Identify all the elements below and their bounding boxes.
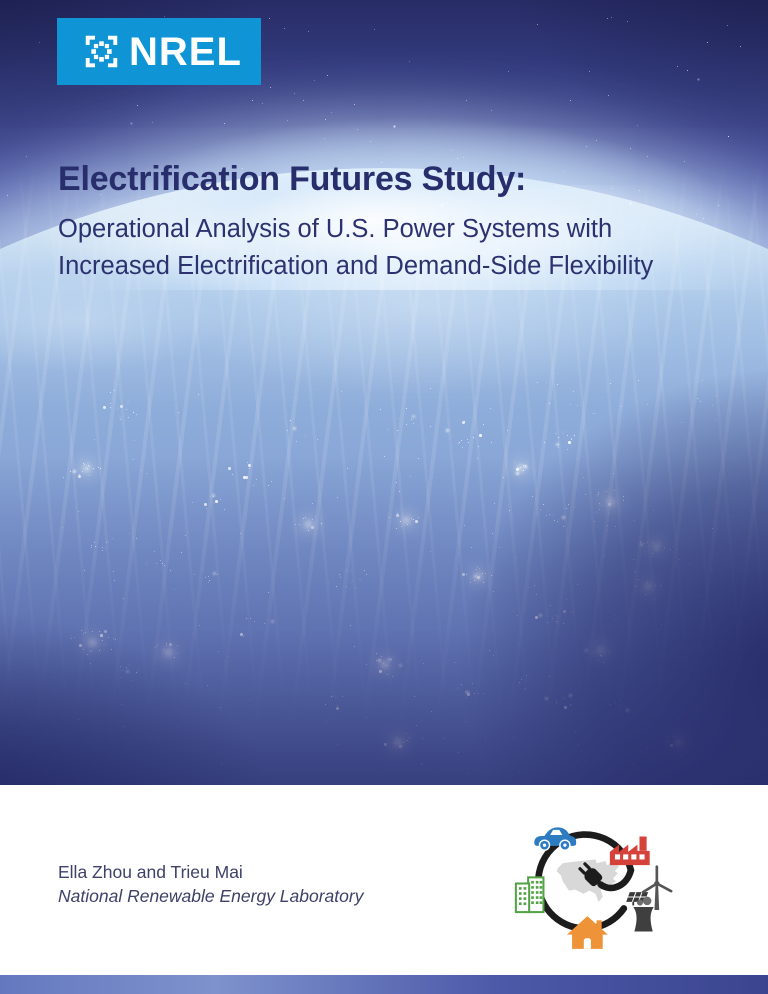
nrel-sun-icon [85, 35, 118, 68]
power-plant-icon [633, 896, 654, 932]
wind-turbine-icon [641, 865, 673, 911]
hero-image [0, 0, 768, 785]
footer-bar [0, 975, 768, 994]
title-block: Electrification Futures Study: Operation… [58, 160, 718, 285]
page-title: Electrification Futures Study: [58, 160, 527, 198]
electrification-cycle-graphic [514, 827, 673, 949]
page-subtitle: Operational Analysis of U.S. Power Syste… [58, 211, 718, 285]
house-icon [566, 916, 608, 949]
nrel-logo-text: NREL [129, 29, 242, 74]
author-affiliation: National Renewable Energy Laboratory [58, 886, 364, 906]
authors-block: Ella Zhou and Trieu Mai National Renewab… [58, 860, 363, 908]
electric-car-icon [534, 827, 577, 851]
factory-icon [609, 836, 650, 866]
commercial-buildings-icon [514, 876, 545, 914]
nrel-logo: NREL [57, 18, 261, 85]
author-names: Ella Zhou and Trieu Mai [58, 862, 243, 882]
subtitle-line-1: Operational Analysis of U.S. Power Syste… [58, 215, 613, 243]
shading [0, 0, 768, 785]
subtitle-line-2: Increased Electrification and Demand-Sid… [58, 252, 654, 280]
plug-cord [597, 866, 635, 892]
stars [0, 0, 1, 1]
plug-icon [578, 862, 603, 887]
